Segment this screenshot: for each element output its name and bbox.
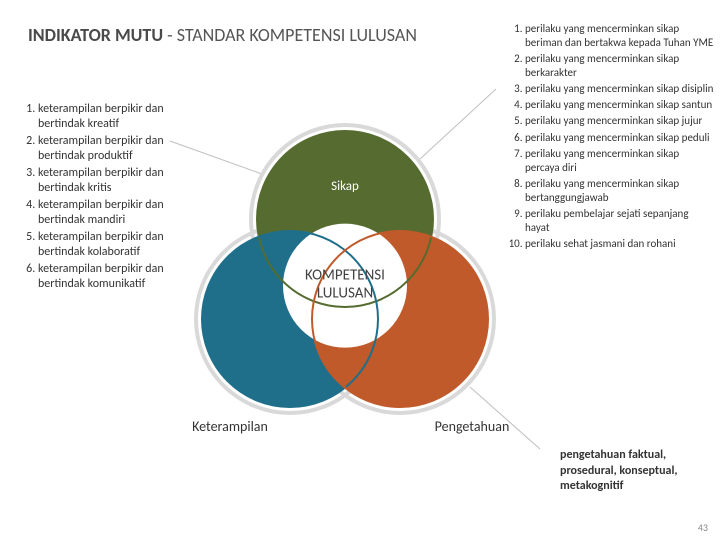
right-list-item: perilaku yang mencerminkan sikap percaya… bbox=[525, 147, 715, 175]
svg-text:Keterampilan: Keterampilan bbox=[192, 418, 268, 435]
right-list-item: perilaku yang mencerminkan sikap bertang… bbox=[525, 177, 715, 205]
right-list-item: perilaku yang mencerminkan sikap berkara… bbox=[525, 52, 715, 80]
right-list: perilaku yang mencerminkan sikap beriman… bbox=[505, 22, 715, 253]
right-list-item: perilaku yang mencerminkan sikap santun bbox=[525, 98, 715, 112]
left-list-item: keterampilan berpikir dan bertindak krit… bbox=[38, 166, 190, 196]
title-bold: INDIKATOR MUTU bbox=[28, 24, 163, 46]
page-number: 43 bbox=[698, 521, 708, 534]
right-ol: perilaku yang mencerminkan sikap beriman… bbox=[505, 22, 715, 251]
svg-text:LULUSAN: LULUSAN bbox=[317, 285, 373, 303]
svg-text:Sikap: Sikap bbox=[331, 179, 359, 194]
right-list-item: perilaku yang mencerminkan sikap peduli bbox=[525, 131, 715, 145]
venn-svg: Sikap KOMPETENSILULUSAN Keterampilan Penget… bbox=[180, 104, 510, 494]
left-list-item: keterampilan berpikir dan bertindak krea… bbox=[38, 102, 190, 132]
left-list-item: keterampilan berpikir dan bertindak mand… bbox=[38, 198, 190, 228]
right-list-item: perilaku pembelajar sejati sepanjang hay… bbox=[525, 207, 715, 235]
right-list-item: perilaku yang mencerminkan sikap beriman… bbox=[525, 22, 715, 50]
right-list-item: perilaku yang mencerminkan sikap disipli… bbox=[525, 82, 715, 96]
left-list-item: keterampilan berpikir dan bertindak komu… bbox=[38, 262, 190, 292]
bottom-right-text: pengetahuan faktual, prosedural, konsept… bbox=[560, 448, 710, 495]
svg-text:KOMPETENSI: KOMPETENSI bbox=[305, 267, 385, 285]
right-list-item: perilaku yang mencerminkan sikap jujur bbox=[525, 114, 715, 128]
svg-text:Pengetahuan: Pengetahuan bbox=[435, 418, 510, 435]
left-list-item: keterampilan berpikir dan bertindak kola… bbox=[38, 230, 190, 260]
venn-diagram: Sikap KOMPETENSILULUSAN Keterampilan Penget… bbox=[180, 104, 510, 494]
left-ol: keterampilan berpikir dan bertindak krea… bbox=[20, 102, 190, 292]
left-list: keterampilan berpikir dan bertindak krea… bbox=[20, 102, 190, 294]
left-list-item: keterampilan berpikir dan bertindak prod… bbox=[38, 134, 190, 164]
slide-title: INDIKATOR MUTU - STANDAR KOMPETENSI LULU… bbox=[28, 24, 417, 46]
title-rest: - STANDAR KOMPETENSI LULUSAN bbox=[163, 24, 417, 46]
right-list-item: perilaku sehat jasmani dan rohani bbox=[525, 237, 715, 251]
